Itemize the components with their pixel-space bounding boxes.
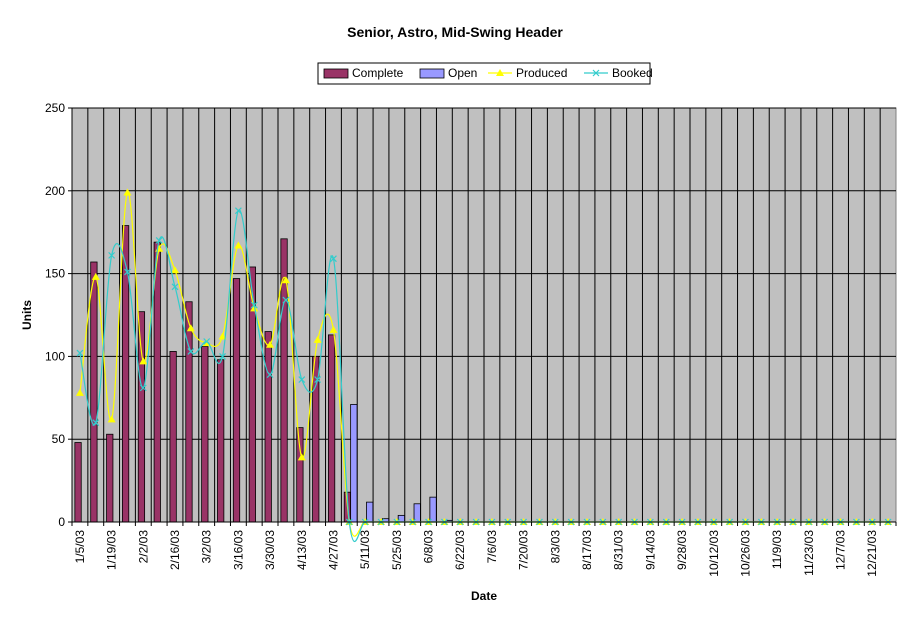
legend-swatch (419, 68, 445, 79)
point-booked (187, 348, 195, 355)
x-tick-label: 7/20/03 (517, 530, 531, 570)
x-tick-label: 3/16/03 (231, 530, 245, 570)
legend-swatch (323, 68, 349, 79)
x-tick-label: 4/13/03 (295, 530, 309, 570)
legend-label: Produced (516, 66, 567, 80)
x-tick-label: 8/17/03 (580, 530, 594, 570)
bar-complete (232, 278, 241, 523)
x-tick-label: 5/25/03 (390, 530, 404, 570)
point-produced (171, 266, 179, 274)
bar-complete (137, 311, 146, 523)
y-tick-label: 250 (45, 101, 65, 115)
y-tick-label: 200 (45, 184, 65, 198)
point-produced (75, 388, 84, 396)
point-produced (139, 357, 148, 365)
point-produced (91, 272, 100, 280)
x-tick-label: 7/6/03 (485, 530, 499, 564)
bar-complete (153, 241, 161, 523)
legend-label: Booked (612, 66, 653, 80)
chart-title: Senior, Astro, Mid-Swing Header (347, 24, 563, 40)
bar-complete (106, 433, 114, 523)
point-booked (234, 207, 242, 215)
bar-complete (327, 334, 336, 523)
x-tick-label: 10/12/03 (707, 530, 721, 577)
x-tick-label: 12/7/03 (834, 530, 848, 570)
point-booked (171, 283, 179, 291)
bar-complete (201, 346, 209, 523)
point-booked (124, 268, 131, 276)
legend-marker (592, 69, 600, 77)
x-tick-label: 3/2/03 (200, 530, 214, 564)
bar-complete (217, 359, 225, 523)
point-produced (329, 325, 338, 333)
bar-complete (169, 351, 177, 523)
bar-open (429, 496, 437, 523)
x-tick-label: 1/5/03 (73, 530, 87, 564)
point-booked (250, 301, 258, 309)
point-booked (155, 237, 163, 244)
point-booked (330, 255, 337, 263)
point-booked (139, 384, 147, 392)
point-produced (266, 340, 275, 348)
point-produced (297, 453, 306, 461)
bar-complete (74, 442, 82, 523)
bar-complete (90, 261, 98, 523)
y-tick-label: 50 (52, 432, 66, 446)
x-tick-label: 2/2/03 (136, 530, 150, 564)
point-booked (219, 352, 226, 360)
x-tick-label: 5/11/03 (358, 530, 372, 569)
point-produced (107, 415, 116, 423)
x-tick-label: 4/27/03 (326, 530, 340, 570)
point-booked (282, 296, 290, 304)
point-booked (108, 251, 116, 259)
point-produced (123, 188, 132, 196)
x-tick-label: 12/21/03 (865, 530, 879, 577)
bar-complete (185, 301, 193, 523)
x-tick-label: 3/30/03 (263, 530, 277, 570)
point-booked (76, 349, 84, 357)
legend-box (317, 62, 651, 85)
point-produced (234, 241, 243, 249)
axes (68, 107, 897, 526)
legend-label: Open (448, 66, 477, 80)
x-tick-label: 9/14/03 (643, 530, 657, 570)
point-produced (313, 335, 322, 343)
point-booked (266, 371, 274, 379)
legend-marker (496, 69, 504, 76)
bar-open (397, 514, 405, 523)
x-axis-title: Date (471, 589, 497, 603)
x-tick-label: 6/8/03 (422, 530, 436, 564)
y-axis-title: Units (20, 300, 34, 330)
bar-complete (296, 427, 304, 523)
point-booked (203, 338, 211, 345)
x-tick-label: 11/9/03 (770, 530, 784, 569)
bars (74, 225, 453, 523)
point-produced (281, 276, 290, 284)
x-tick-label: 8/3/03 (548, 530, 562, 564)
point-produced (218, 332, 227, 340)
x-tick-labels: 1/5/03 1/19/03 2/2/03 2/16/03 3/2/03 3/16/03 3… (73, 530, 879, 577)
x-tick-label: 9/28/03 (675, 530, 689, 570)
y-tick-label: 150 (45, 267, 65, 281)
x-tick-label: 10/26/03 (738, 530, 752, 577)
x-tick-label: 8/31/03 (612, 530, 626, 570)
x-tick-label: 1/19/03 (105, 530, 119, 570)
point-booked (298, 376, 306, 384)
x-tick-label: 2/16/03 (168, 530, 182, 570)
y-tick-label: 0 (58, 515, 65, 529)
point-produced (186, 324, 195, 332)
bar-open (350, 404, 358, 523)
point-booked (314, 376, 322, 384)
y-tick-label: 100 (45, 349, 65, 363)
x-tick-label: 6/22/03 (453, 530, 467, 570)
x-tick-label: 11/23/03 (802, 530, 816, 576)
legend: Complete Open Produced Booked (317, 62, 653, 85)
y-tick-labels: 0 50 100 150 200 250 (45, 101, 65, 529)
bar-complete (264, 331, 272, 523)
point-booked (92, 419, 100, 427)
legend-label: Complete (352, 66, 404, 80)
